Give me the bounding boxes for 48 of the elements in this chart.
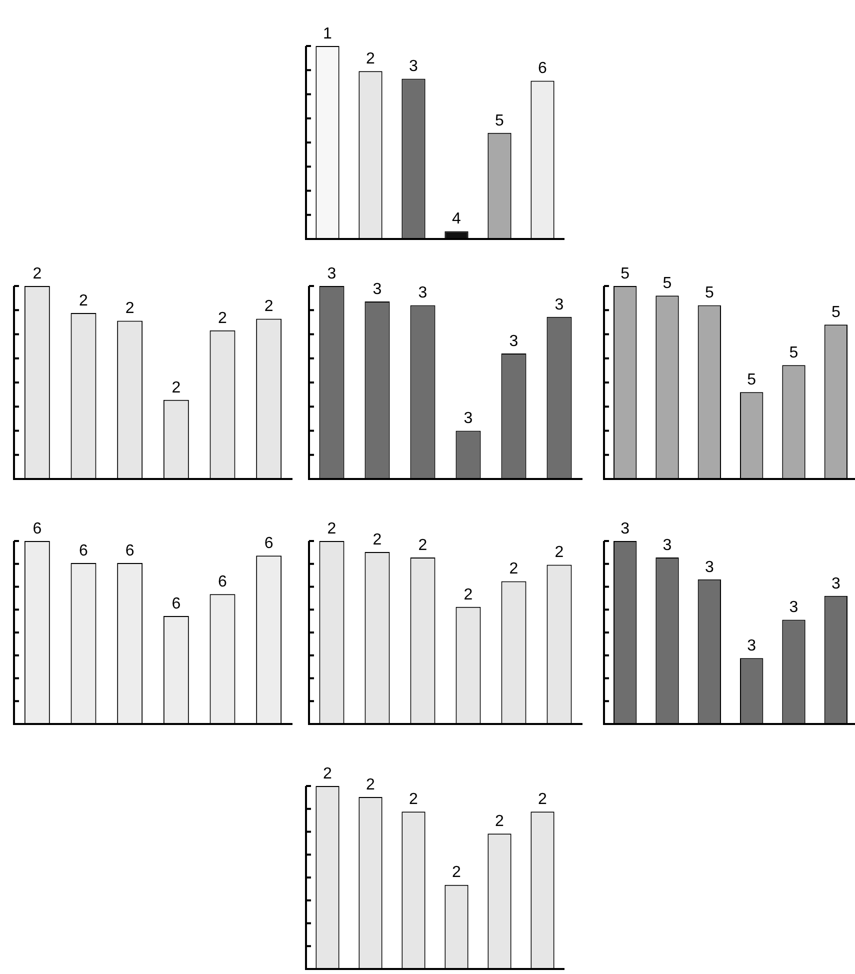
annotation: 3 [789, 599, 798, 616]
annotation: 2 [366, 776, 376, 794]
annotation: 3 [409, 58, 418, 76]
annotation: 3 [554, 296, 564, 314]
annotation: 6 [538, 60, 548, 78]
text: 3 [620, 520, 630, 538]
annotation: 5 [747, 372, 756, 389]
annotation: 5 [789, 344, 798, 362]
annotation: 6 [264, 535, 274, 552]
annotation: 3 [704, 558, 714, 576]
annotation: 6 [125, 542, 134, 560]
annotation: 2 [554, 544, 564, 562]
text: 2 [323, 765, 332, 782]
text: 5 [620, 265, 630, 282]
annotation: 3 [831, 575, 840, 592]
annotation: 2 [452, 864, 462, 882]
annotation: 2 [538, 791, 548, 808]
annotation: 2 [79, 292, 88, 310]
annotation: 3 [662, 536, 672, 554]
annotation: 2 [495, 812, 504, 830]
annotation: 2 [172, 379, 181, 396]
text: 1 [323, 25, 332, 42]
annotation: 6 [172, 595, 181, 612]
annotation: 2 [464, 586, 473, 604]
annotation: 2 [366, 50, 376, 68]
annotation: 3 [464, 410, 473, 428]
annotation: 3 [747, 638, 756, 655]
text: 3 [327, 265, 336, 282]
annotation: 6 [79, 542, 88, 560]
text: 2 [32, 265, 42, 282]
annotation: 5 [831, 304, 840, 322]
annotation: 2 [409, 791, 418, 808]
annotation: 6 [218, 573, 228, 590]
text: 2 [327, 520, 336, 538]
annotation: 3 [372, 280, 382, 298]
annotation: 2 [218, 310, 228, 327]
text: 6 [32, 520, 42, 538]
annotation: 2 [509, 560, 518, 578]
annotation: 3 [418, 284, 428, 302]
annotation: 2 [372, 531, 382, 548]
annotation: 2 [125, 300, 134, 318]
annotation: 2 [418, 536, 428, 554]
annotation: 3 [509, 332, 518, 350]
annotation: 2 [264, 298, 274, 316]
annotation: 5 [495, 112, 504, 130]
annotation: 5 [704, 284, 714, 302]
annotation: 5 [662, 275, 672, 292]
annotation: 4 [452, 210, 462, 228]
